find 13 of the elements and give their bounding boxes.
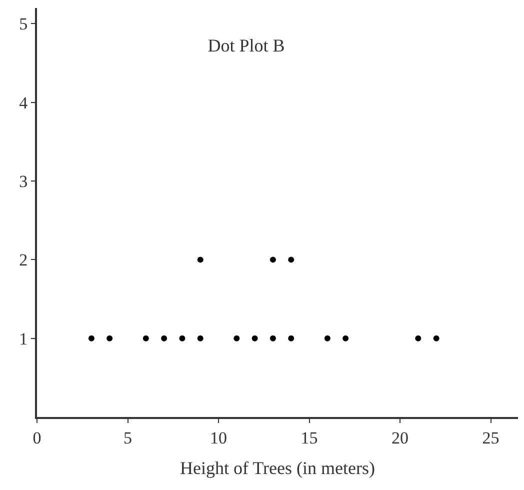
x-axis-title: Height of Trees (in meters) — [180, 458, 375, 478]
x-tick-label: 20 — [392, 428, 409, 448]
x-tick-label: 5 — [124, 428, 132, 448]
y-tick-label: 5 — [19, 14, 28, 34]
x-tick-label: 25 — [482, 428, 500, 448]
y-tick-label: 2 — [19, 250, 28, 270]
y-tick-label: 3 — [19, 172, 28, 191]
x-tick-label: 0 — [32, 428, 42, 448]
x-tick-label: 15 — [300, 428, 318, 448]
y-tick-label: 1 — [19, 329, 28, 348]
y-tick-label: 4 — [19, 93, 28, 112]
x-tick-label: 10 — [210, 428, 228, 448]
text: Dot Plot B — [208, 35, 285, 56]
